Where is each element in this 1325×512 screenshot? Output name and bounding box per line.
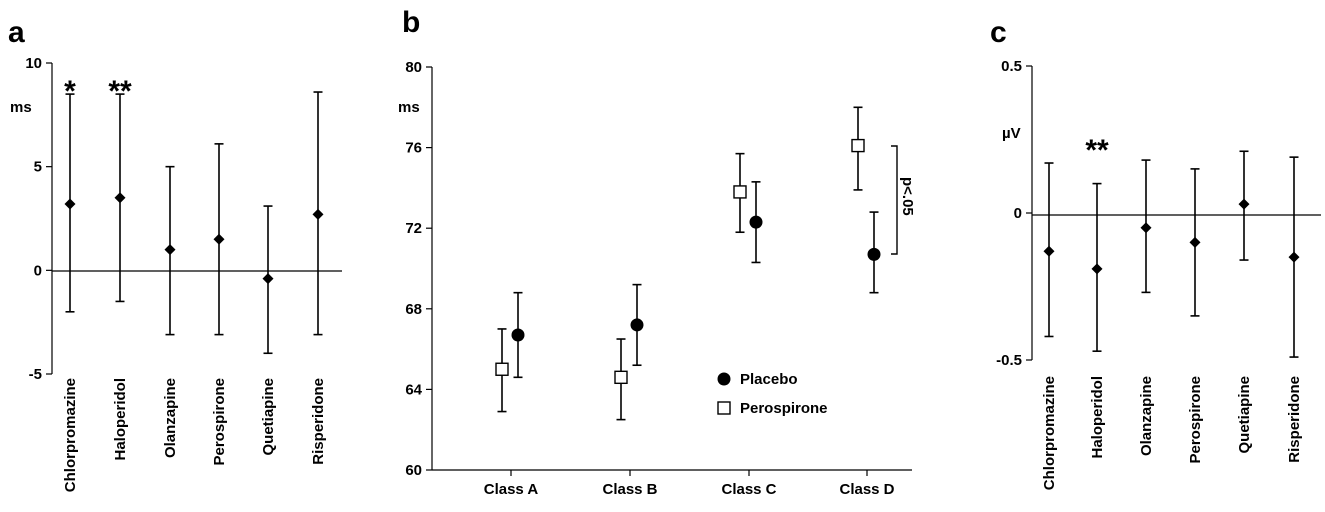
y-tick-label: 72 xyxy=(405,220,422,237)
category-label: Chlorpromazine xyxy=(1041,376,1058,490)
category-label: Class B xyxy=(602,481,657,498)
y-tick-label: 0 xyxy=(1014,205,1022,222)
bracket-line xyxy=(891,145,898,255)
category-label: Perospirone xyxy=(211,378,228,466)
panel-c-letter: c xyxy=(990,16,1007,49)
category-label: Chlorpromazine xyxy=(62,378,79,492)
category-label: Class D xyxy=(839,481,894,498)
panel-b-y-unit: ms xyxy=(398,99,420,116)
category-label: Class A xyxy=(484,481,539,498)
category-label: Quetiapine xyxy=(260,378,277,456)
significance-star: ** xyxy=(1085,134,1109,167)
point-marker xyxy=(213,233,225,245)
legend-perospirone-label: Perospirone xyxy=(740,400,828,417)
category-label: Haloperidol xyxy=(112,378,129,461)
point-marker xyxy=(1140,222,1152,234)
point-marker xyxy=(1288,251,1300,263)
y-tick-label: -0.5 xyxy=(996,352,1022,369)
perospirone-point xyxy=(851,138,865,153)
perospirone-point xyxy=(614,370,628,385)
y-tick-label: 60 xyxy=(405,462,422,479)
legend-placebo-label: Placebo xyxy=(740,371,798,388)
perospirone-point xyxy=(733,185,747,199)
legend-placebo-marker xyxy=(717,372,731,386)
panel-b: b ms 80 76 72 68 64 60 Class A Class B Class C C… xyxy=(398,6,916,498)
point-marker xyxy=(1238,198,1250,210)
y-tick-label: 0 xyxy=(34,262,42,279)
bracket-p-value: p<.05 xyxy=(899,177,916,216)
significance-star: * xyxy=(64,75,76,108)
category-label: Quetiapine xyxy=(1236,376,1253,454)
panel-c-y-unit: µV xyxy=(1002,125,1021,142)
point-marker xyxy=(164,244,176,256)
panel-b-significance-bracket: p<.05 xyxy=(891,145,916,255)
category-label: Risperidone xyxy=(310,378,327,465)
point-marker xyxy=(114,192,126,204)
panel-b-letter: b xyxy=(402,6,420,39)
placebo-point xyxy=(867,247,881,261)
panel-c: c µV 0.5 0 -0.5 ** Chlorpromazine Haloperid… xyxy=(990,16,1321,490)
placebo-point xyxy=(630,318,644,332)
panel-a-letter: a xyxy=(8,16,25,49)
point-marker xyxy=(262,273,274,285)
point-marker xyxy=(64,198,76,210)
y-tick-label: 68 xyxy=(405,301,422,318)
category-label: Haloperidol xyxy=(1089,376,1106,459)
perospirone-point xyxy=(495,362,509,376)
legend-perospirone-marker xyxy=(717,401,731,415)
y-tick-label: 10 xyxy=(25,55,42,72)
category-label: Perospirone xyxy=(1187,376,1204,464)
placebo-point xyxy=(511,328,525,342)
y-tick-label: 76 xyxy=(405,140,422,157)
category-label: Risperidone xyxy=(1286,376,1303,463)
point-marker xyxy=(1189,236,1201,248)
y-tick-label: 64 xyxy=(405,381,422,398)
y-tick-label: 5 xyxy=(34,159,42,176)
panel-a-y-unit: ms xyxy=(10,99,32,116)
category-label: Olanzapine xyxy=(1138,376,1155,456)
point-marker xyxy=(1091,263,1103,275)
y-tick-label: 80 xyxy=(405,59,422,76)
category-label: Class C xyxy=(721,481,776,498)
significance-star: ** xyxy=(108,75,132,108)
point-marker xyxy=(1043,245,1055,257)
category-label: Olanzapine xyxy=(162,378,179,458)
y-tick-label: -5 xyxy=(29,366,42,383)
panel-b-legend: Placebo Perospirone xyxy=(717,371,828,417)
point-marker xyxy=(312,208,324,220)
y-tick-label: 0.5 xyxy=(1001,58,1022,75)
placebo-point xyxy=(749,215,763,229)
